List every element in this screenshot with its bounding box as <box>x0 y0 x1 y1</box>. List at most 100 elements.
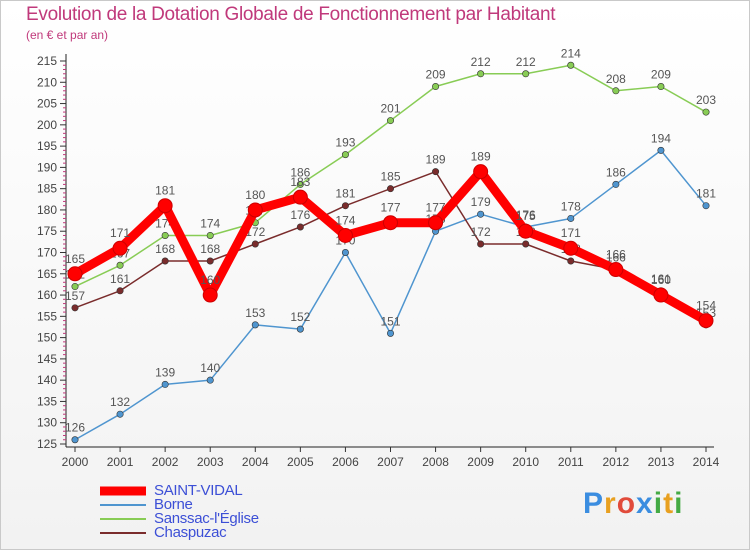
data-point-chaspuzac <box>386 185 394 193</box>
data-point-sanssac-l-glise <box>702 108 710 116</box>
data-point-borne <box>71 436 79 444</box>
y-tick-label: 190 <box>37 160 57 174</box>
data-label-chaspuzac: 161 <box>651 272 671 286</box>
legend-swatch <box>100 532 146 534</box>
data-label-sanssac-l-glise: 193 <box>335 136 355 150</box>
data-point-sanssac-l-glise <box>206 231 214 239</box>
legend-swatch <box>100 504 146 506</box>
data-point-chaspuzac <box>206 257 214 265</box>
data-point-borne <box>206 376 214 384</box>
data-point-sanssac-l-glise <box>71 283 79 291</box>
data-label-chaspuzac: 185 <box>380 170 400 184</box>
y-tick-label: 145 <box>37 352 57 366</box>
data-point-sanssac-l-glise <box>477 70 485 78</box>
data-label-borne: 132 <box>110 395 130 409</box>
data-label-sanssac-l-glise: 209 <box>651 68 671 82</box>
x-tick-label: 2012 <box>603 455 630 469</box>
data-label-saint-vidal: 171 <box>561 226 581 240</box>
data-label-borne: 140 <box>200 361 220 375</box>
data-label-borne: 152 <box>290 310 310 324</box>
x-tick-label: 2000 <box>62 455 89 469</box>
legend-label: Sanssac-l'Église <box>154 510 259 527</box>
y-tick-label: 170 <box>37 246 57 260</box>
data-label-sanssac-l-glise: 212 <box>471 55 491 69</box>
brand-letter: i <box>674 487 684 520</box>
data-point-saint-vidal <box>518 223 534 239</box>
legend-item-borne: Borne <box>100 496 360 513</box>
data-point-saint-vidal <box>473 164 489 180</box>
data-point-chaspuzac <box>522 240 530 248</box>
data-point-sanssac-l-glise <box>567 61 575 69</box>
data-label-saint-vidal: 177 <box>426 201 446 215</box>
y-tick-label: 135 <box>37 394 57 408</box>
legend-item-chaspuzac: Chaspuzac <box>100 524 360 541</box>
data-label-saint-vidal: 171 <box>110 226 130 240</box>
data-point-saint-vidal <box>157 198 173 214</box>
data-label-chaspuzac: 176 <box>290 208 310 222</box>
y-tick-label: 200 <box>37 118 57 132</box>
data-label-borne: 194 <box>651 131 671 145</box>
y-tick-label: 125 <box>37 437 57 451</box>
chart-subtitle: (en € et par an) <box>26 28 109 42</box>
data-point-saint-vidal <box>202 287 218 303</box>
data-point-saint-vidal <box>67 266 83 282</box>
data-point-borne <box>386 329 394 337</box>
data-point-saint-vidal <box>383 215 398 231</box>
y-tick-label: 150 <box>37 331 57 345</box>
y-tick-label: 215 <box>37 54 57 68</box>
data-point-saint-vidal <box>112 240 128 256</box>
y-tick-label: 175 <box>37 224 57 238</box>
data-point-chaspuzac <box>567 257 575 265</box>
data-point-chaspuzac <box>251 240 259 248</box>
data-point-saint-vidal <box>292 189 308 205</box>
y-tick-label: 155 <box>37 309 57 323</box>
data-point-saint-vidal <box>247 202 263 218</box>
brand-letter: x <box>636 487 654 520</box>
x-tick-label: 2011 <box>558 455 584 469</box>
data-point-sanssac-l-glise <box>341 151 349 159</box>
y-tick-label: 185 <box>37 182 57 196</box>
data-point-sanssac-l-glise <box>522 70 530 78</box>
y-tick-label: 130 <box>37 416 57 430</box>
chart-title: Evolution de la Dotation Globale de Fonc… <box>26 4 556 25</box>
data-label-chaspuzac: 166 <box>606 251 626 265</box>
x-tick-label: 2014 <box>693 455 720 469</box>
data-label-saint-vidal: 189 <box>471 150 491 164</box>
data-label-borne: 178 <box>561 199 581 213</box>
data-label-chaspuzac: 172 <box>471 225 491 239</box>
y-tick-label: 210 <box>37 75 57 89</box>
x-tick-label: 2003 <box>197 455 224 469</box>
x-tick-label: 2001 <box>107 455 134 469</box>
data-point-sanssac-l-glise <box>161 231 169 239</box>
data-point-saint-vidal <box>653 287 669 303</box>
legend-label: SAINT-VIDAL <box>154 482 243 499</box>
brand-letter: t <box>663 487 675 520</box>
legend-label: Chaspuzac <box>154 524 227 541</box>
data-point-borne <box>251 321 259 329</box>
data-label-chaspuzac: 157 <box>65 289 85 303</box>
data-point-borne <box>657 146 665 154</box>
data-point-chaspuzac <box>161 257 169 265</box>
data-point-borne <box>296 325 304 333</box>
data-label-chaspuzac: 161 <box>110 272 130 286</box>
x-tick-label: 2005 <box>287 455 314 469</box>
legend: SAINT-VIDAL Borne Sanssac-l'Église Chasp… <box>100 482 360 541</box>
data-label-borne: 153 <box>245 306 265 320</box>
data-point-sanssac-l-glise <box>386 117 394 125</box>
data-label-sanssac-l-glise: 201 <box>380 102 400 116</box>
data-point-sanssac-l-glise <box>296 180 304 188</box>
data-point-borne <box>477 210 485 218</box>
data-point-saint-vidal <box>698 313 714 329</box>
data-label-sanssac-l-glise: 214 <box>561 46 581 60</box>
data-label-saint-vidal: 166 <box>606 248 626 262</box>
data-point-chaspuzac <box>477 240 485 248</box>
data-label-sanssac-l-glise: 208 <box>606 72 626 86</box>
x-tick-label: 2009 <box>467 455 494 469</box>
data-point-sanssac-l-glise <box>612 87 620 95</box>
brand-letter: r <box>604 487 617 520</box>
data-label-borne: 139 <box>155 365 175 379</box>
data-point-borne <box>161 380 169 388</box>
data-label-chaspuzac: 168 <box>155 242 175 256</box>
data-label-borne: 179 <box>471 195 491 209</box>
